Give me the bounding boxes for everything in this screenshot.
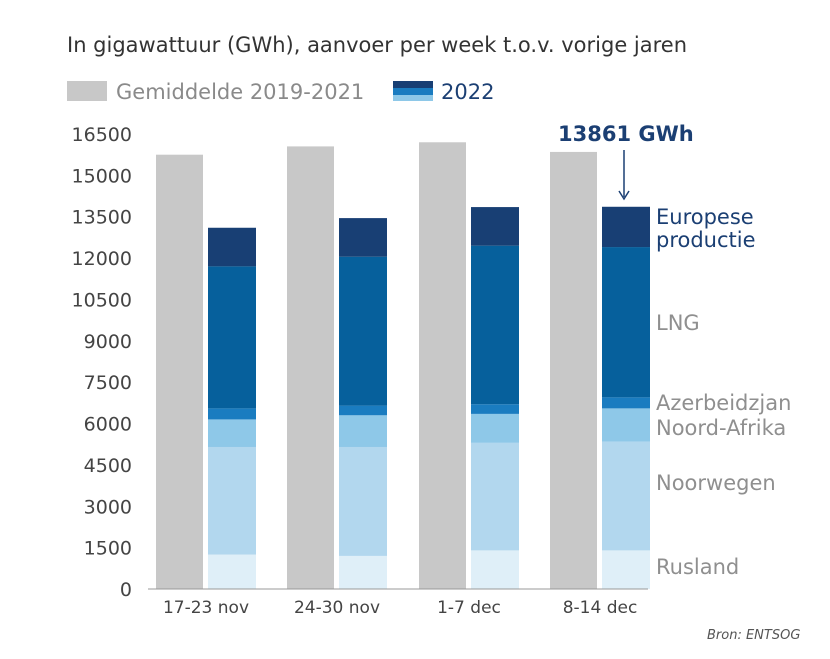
y-tick-label: 3000	[84, 496, 132, 518]
bar-segment-noord-afrika	[208, 419, 256, 447]
legend-label-2022: 2022	[441, 80, 494, 104]
legend-swatch-2022-mid	[393, 88, 433, 95]
y-tick-label: 9000	[84, 331, 132, 353]
y-tick-label: 10500	[72, 289, 132, 311]
label-rusland: Rusland	[656, 555, 739, 579]
y-axis: 0 1500 3000 4500 6000 7500 9000 10500 12000 13500…	[72, 124, 132, 601]
x-category-label: 24-30 nov	[294, 598, 380, 618]
source-note: Bron: ENTSOG	[707, 628, 800, 643]
bar-segment-europese-productie	[471, 207, 519, 246]
chart-title: In gigawattuur (GWh), aanvoer per week t…	[67, 33, 687, 57]
legend-swatch-2022-bottom	[393, 95, 433, 101]
y-tick-label: 13500	[72, 207, 132, 229]
bar-segment-noord-afrika	[471, 413, 519, 443]
bar-gemiddelde	[287, 146, 334, 589]
bar-segment-lng	[339, 256, 387, 406]
bar-gemiddelde	[550, 151, 597, 589]
bar-segment-noord-afrika	[602, 408, 650, 442]
y-tick-label: 1500	[84, 538, 132, 560]
y-tick-label: 7500	[84, 372, 132, 394]
label-azerbeidzjan: Azerbeidzjan	[656, 391, 791, 415]
legend-swatch-2022	[393, 81, 433, 101]
bar-segment-lng	[602, 247, 650, 398]
series-labels: Europese productie LNG Azerbeidzjan Noor…	[656, 205, 791, 579]
y-tick-label: 6000	[84, 414, 132, 436]
bar-gemiddelde	[156, 154, 203, 589]
legend-swatch-2022-top	[393, 81, 433, 88]
legend: Gemiddelde 2019-2021 2022	[67, 80, 494, 104]
legend-swatch-avg	[67, 81, 107, 101]
label-europese-productie-2: productie	[656, 228, 756, 252]
bar-segment-azerbeidzjan	[471, 404, 519, 414]
label-europese-productie-1: Europese	[656, 205, 754, 229]
bar-segment-europese-productie	[339, 218, 387, 257]
bar-segment-lng	[471, 245, 519, 405]
label-lng: LNG	[656, 311, 700, 335]
label-noorwegen: Noorwegen	[656, 471, 776, 495]
bar-segment-noorwegen	[339, 446, 387, 556]
annotation-arrow-head	[618, 190, 630, 201]
bar-segment-rusland	[602, 550, 650, 589]
bar-segment-lng	[208, 266, 256, 409]
x-category-label: 8-14 dec	[563, 598, 638, 618]
bar-segment-noorwegen	[602, 441, 650, 551]
x-axis: 17-23 nov 24-30 nov 1-7 dec 8-14 dec	[163, 598, 637, 618]
label-noord-afrika: Noord-Afrika	[656, 416, 786, 440]
bar-segment-noorwegen	[471, 442, 519, 551]
y-tick-label: 15000	[72, 165, 132, 187]
bar-segment-noorwegen	[208, 446, 256, 555]
bar-segment-europese-productie	[208, 227, 256, 267]
y-tick-label: 16500	[72, 124, 132, 146]
bar-segment-rusland	[471, 550, 519, 589]
total-annotation: 13861 GWh	[558, 122, 694, 201]
bar-segment-rusland	[208, 554, 256, 589]
bar-segment-azerbeidzjan	[208, 408, 256, 420]
legend-label-avg: Gemiddelde 2019-2021	[116, 80, 364, 104]
bar-segment-europese-productie	[602, 206, 650, 248]
y-tick-label: 4500	[84, 455, 132, 477]
total-annotation-text: 13861 GWh	[558, 122, 694, 146]
bars	[156, 142, 650, 590]
bar-segment-azerbeidzjan	[339, 405, 387, 416]
bar-gemiddelde	[419, 142, 466, 590]
y-tick-label: 0	[120, 579, 132, 601]
bar-segment-noord-afrika	[339, 415, 387, 447]
bar-segment-rusland	[339, 555, 387, 589]
x-category-label: 1-7 dec	[437, 598, 501, 618]
y-tick-label: 12000	[72, 248, 132, 270]
bar-segment-azerbeidzjan	[602, 397, 650, 409]
x-category-label: 17-23 nov	[163, 598, 249, 618]
